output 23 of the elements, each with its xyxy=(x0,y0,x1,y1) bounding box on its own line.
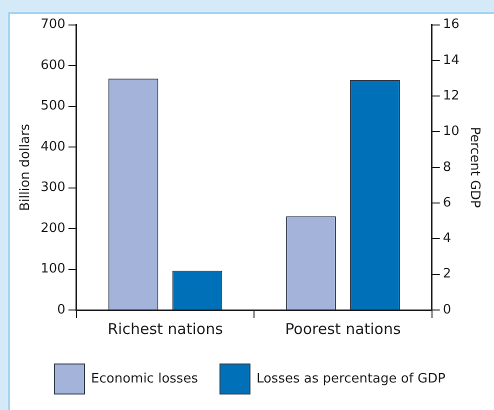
y2-tick-label: 14 xyxy=(442,52,460,68)
y2-tick-label: 0 xyxy=(442,302,452,318)
y-tick-label: 200 xyxy=(40,220,66,236)
y2-tick-label: 4 xyxy=(442,231,452,246)
y-tick-label: 500 xyxy=(40,98,66,114)
legend-label: Losses as percentage of GDP xyxy=(256,371,446,386)
legend-label: Economic losses xyxy=(91,371,198,386)
x-tick-label: Poorest nations xyxy=(285,320,401,338)
x-tick-label: Richest nations xyxy=(108,320,224,338)
y-tick-label: 600 xyxy=(40,58,66,73)
y2-tick-label: 10 xyxy=(442,124,460,140)
y-tick-label: 300 xyxy=(40,180,66,196)
y-axis-title: Billion dollars xyxy=(18,124,34,212)
y2-tick-label: 12 xyxy=(442,88,460,104)
y2-tick-label: 16 xyxy=(442,17,460,32)
y-tick-label: 100 xyxy=(40,262,66,277)
y-tick-label: 400 xyxy=(40,139,66,154)
y2-tick-label: 2 xyxy=(442,266,452,282)
y2-tick-label: 8 xyxy=(442,160,452,175)
y2-tick-label: 6 xyxy=(442,195,452,210)
y2-axis-title: Percent GDP xyxy=(466,126,482,208)
y-tick-label: 700 xyxy=(40,17,66,32)
y-tick-label: 0 xyxy=(57,302,66,318)
